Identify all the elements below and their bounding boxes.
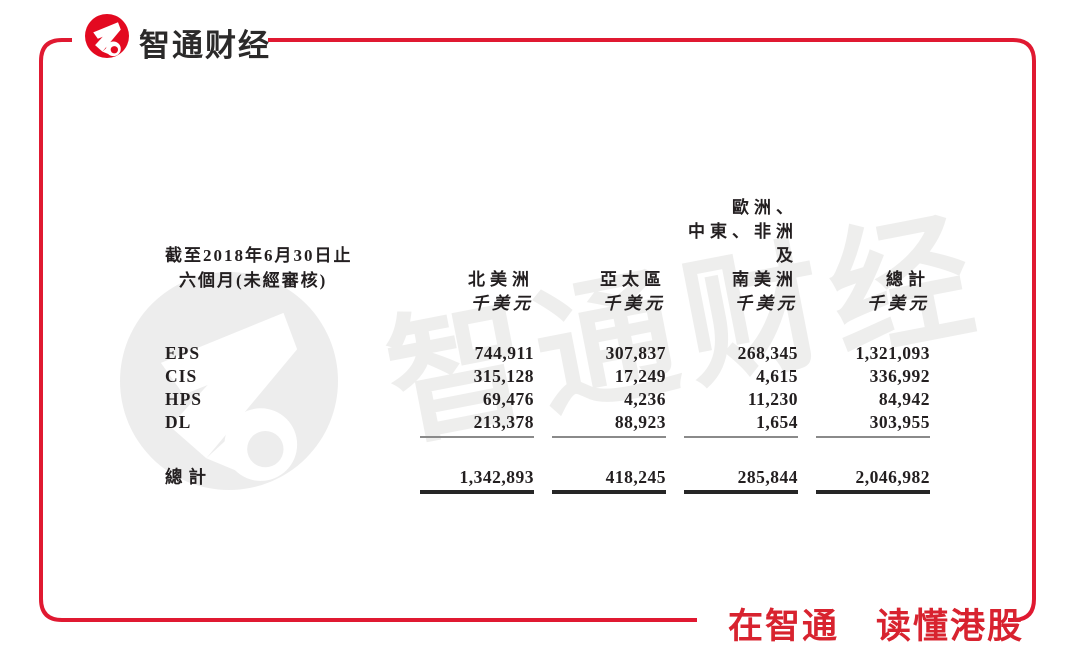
zhitong-logo-icon — [85, 14, 129, 58]
total-value: 1,342,893 — [420, 466, 534, 494]
cell-value: 744,911 — [474, 343, 534, 363]
cell-value: 17,249 — [614, 366, 666, 386]
total-value: 418,245 — [552, 466, 666, 494]
cell-value: 303,955 — [816, 411, 930, 438]
table-header-row: 截至2018年6月30日止 六個月(未經審核) 北美洲 千美元 亞太區 千美元 … — [165, 196, 930, 316]
cell-value: 1,321,093 — [855, 343, 930, 363]
table-row-dl: DL 213,378 88,923 1,654 303,955 — [165, 411, 930, 438]
table-total-row: 總計 1,342,893 418,245 285,844 2,046,982 — [165, 466, 930, 494]
column-header-north-america: 北美洲 千美元 — [420, 268, 534, 316]
unit-label: 千美元 — [867, 294, 930, 313]
cell-value: 4,236 — [624, 389, 666, 409]
row-label: CIS — [165, 366, 198, 386]
table-row-hps: HPS 69,476 4,236 11,230 84,942 — [165, 388, 930, 411]
table-row-cis: CIS 315,128 17,249 4,615 336,992 — [165, 365, 930, 388]
column-header-asia-pacific: 亞太區 千美元 — [552, 268, 666, 316]
column-header-total: 總計 千美元 — [816, 268, 930, 316]
cell-value: 11,230 — [747, 389, 798, 409]
row-label: EPS — [165, 343, 201, 363]
cell-value: 213,378 — [420, 411, 534, 438]
row-label: DL — [165, 412, 192, 432]
unit-label: 千美元 — [603, 294, 666, 313]
cell-value: 315,128 — [473, 366, 534, 386]
period-line-2: 六個月(未經審核) — [179, 271, 328, 290]
cell-value: 88,923 — [552, 411, 666, 438]
brand-name: 智通财经 — [139, 28, 271, 63]
financial-table: 截至2018年6月30日止 六個月(未經審核) 北美洲 千美元 亞太區 千美元 … — [165, 196, 930, 494]
column-header-emea-sa: 歐洲、 中東、非洲及 南美洲 千美元 — [684, 196, 798, 316]
total-label: 總計 — [165, 467, 212, 487]
period-caption: 截至2018年6月30日止 六個月(未經審核) — [165, 243, 402, 316]
cell-value: 336,992 — [869, 366, 930, 386]
table-body: EPS 744,911 307,837 268,345 1,321,093 CI… — [165, 342, 930, 438]
brand-slogan: 在智通 读懂港股 — [728, 607, 1025, 646]
cell-value: 268,345 — [737, 343, 798, 363]
cell-value: 307,837 — [605, 343, 666, 363]
unit-label: 千美元 — [735, 294, 798, 313]
cell-value: 84,942 — [878, 389, 930, 409]
cell-value: 1,654 — [684, 411, 798, 438]
period-line-1: 截至2018年6月30日止 — [165, 246, 353, 265]
table-row-eps: EPS 744,911 307,837 268,345 1,321,093 — [165, 342, 930, 365]
total-value: 2,046,982 — [816, 466, 930, 494]
total-value: 285,844 — [684, 466, 798, 494]
row-label: HPS — [165, 389, 203, 409]
cell-value: 4,615 — [756, 366, 798, 386]
unit-label: 千美元 — [471, 294, 534, 313]
cell-value: 69,476 — [482, 389, 534, 409]
